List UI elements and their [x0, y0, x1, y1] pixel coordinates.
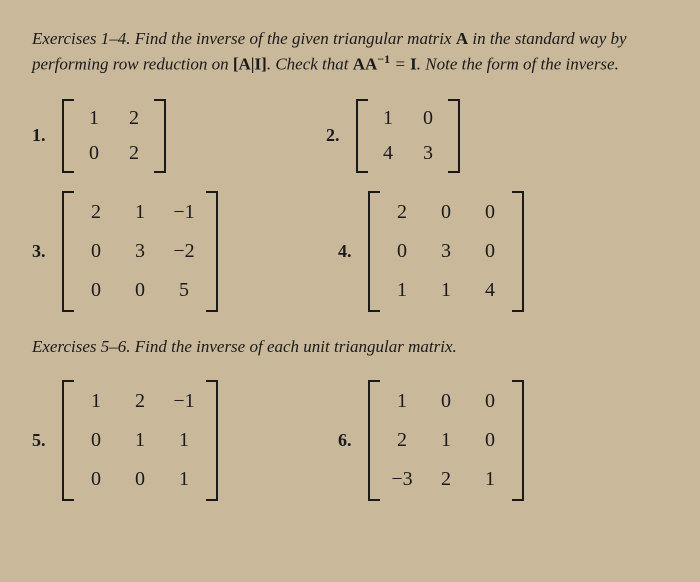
text: Exercises 1–4. Find the inverse of the g…: [32, 29, 456, 48]
cell: 1: [368, 101, 408, 136]
cell: 3: [424, 232, 468, 271]
cell: 1: [424, 421, 468, 460]
cell: 0: [468, 232, 512, 271]
right-bracket: [154, 99, 166, 173]
exercise-number: 5.: [32, 430, 52, 451]
cell: 1: [118, 193, 162, 232]
cell: 0: [74, 460, 118, 499]
cell: 0: [424, 193, 468, 232]
right-bracket: [512, 380, 524, 501]
cell: 0: [408, 101, 448, 136]
right-bracket: [206, 380, 218, 501]
superscript-minus1: −1: [377, 52, 390, 66]
matrix-4: 2 0 1 0 3 1 0 0 4: [368, 191, 524, 312]
cell: 0: [118, 460, 162, 499]
cell: 4: [368, 136, 408, 171]
cell: 0: [74, 421, 118, 460]
cell: 2: [118, 382, 162, 421]
matrix-5: 1 0 0 2 1 0 −1 1 1: [62, 380, 218, 501]
matrix-6: 1 2 −3 0 1 2 0 0 1: [368, 380, 524, 501]
cell: 2: [424, 460, 468, 499]
exercise-number: 4.: [338, 241, 358, 262]
left-bracket: [62, 99, 74, 173]
cell: 5: [162, 271, 206, 310]
exercise-5: 5. 1 0 0 2 1 0 −1 1 1: [32, 380, 218, 501]
exercise-2: 2. 1 4 0 3: [326, 99, 460, 173]
cell: 0: [468, 193, 512, 232]
cell: 0: [74, 271, 118, 310]
left-bracket: [368, 191, 380, 312]
exercise-number: 3.: [32, 241, 52, 262]
cell: 0: [74, 136, 114, 171]
cell: 2: [114, 101, 154, 136]
cell: 3: [118, 232, 162, 271]
cell: −2: [162, 232, 206, 271]
left-bracket: [356, 99, 368, 173]
exercise-4: 4. 2 0 1 0 3 1 0 0 4: [338, 191, 524, 312]
cell: 1: [118, 421, 162, 460]
cell: 1: [380, 382, 424, 421]
bold-AA: AA: [353, 55, 378, 74]
row-3-4: 3. 2 0 0 1 3 0 −1 −2 5 4.: [32, 191, 668, 312]
exercise-3: 3. 2 0 0 1 3 0 −1 −2 5: [32, 191, 218, 312]
matrix-3: 2 0 0 1 3 0 −1 −2 5: [62, 191, 218, 312]
left-bracket: [62, 380, 74, 501]
cell: 0: [468, 382, 512, 421]
bold-I: I: [410, 55, 417, 74]
cell: 1: [468, 460, 512, 499]
cell: 1: [380, 271, 424, 310]
cell: 2: [74, 193, 118, 232]
text: . Check that: [267, 55, 353, 74]
matrix-2: 1 4 0 3: [356, 99, 460, 173]
cell: −1: [162, 193, 206, 232]
exercise-number: 1.: [32, 125, 52, 146]
right-bracket: [206, 191, 218, 312]
cell: 2: [380, 421, 424, 460]
cell: −3: [380, 460, 424, 499]
cell: 3: [408, 136, 448, 171]
cell: 4: [468, 271, 512, 310]
cell: 1: [162, 460, 206, 499]
row-5-6: 5. 1 0 0 2 1 0 −1 1 1 6.: [32, 380, 668, 501]
cell: 0: [74, 232, 118, 271]
cell: 0: [118, 271, 162, 310]
cell: 1: [162, 421, 206, 460]
cell: 1: [424, 271, 468, 310]
cell: 2: [114, 136, 154, 171]
bold-A: A: [456, 29, 468, 48]
text: Exercises 5–6. Find the inverse of each …: [32, 337, 457, 356]
cell: −1: [162, 382, 206, 421]
row-1-2: 1. 1 0 2 2 2. 1 4 0 3: [32, 99, 668, 173]
text: =: [390, 55, 410, 74]
section2-instructions: Exercises 5–6. Find the inverse of each …: [32, 336, 668, 359]
bold-AI: [A|I]: [233, 55, 267, 74]
exercise-number: 6.: [338, 430, 358, 451]
right-bracket: [512, 191, 524, 312]
matrix-1: 1 0 2 2: [62, 99, 166, 173]
cell: 1: [74, 101, 114, 136]
section1-instructions: Exercises 1–4. Find the inverse of the g…: [32, 28, 668, 77]
left-bracket: [368, 380, 380, 501]
text: . Note the form of the inverse.: [417, 55, 619, 74]
cell: 0: [468, 421, 512, 460]
exercise-6: 6. 1 2 −3 0 1 2 0 0 1: [338, 380, 524, 501]
cell: 1: [74, 382, 118, 421]
cell: 0: [424, 382, 468, 421]
exercise-1: 1. 1 0 2 2: [32, 99, 166, 173]
cell: 2: [380, 193, 424, 232]
exercise-number: 2.: [326, 125, 346, 146]
left-bracket: [62, 191, 74, 312]
right-bracket: [448, 99, 460, 173]
cell: 0: [380, 232, 424, 271]
